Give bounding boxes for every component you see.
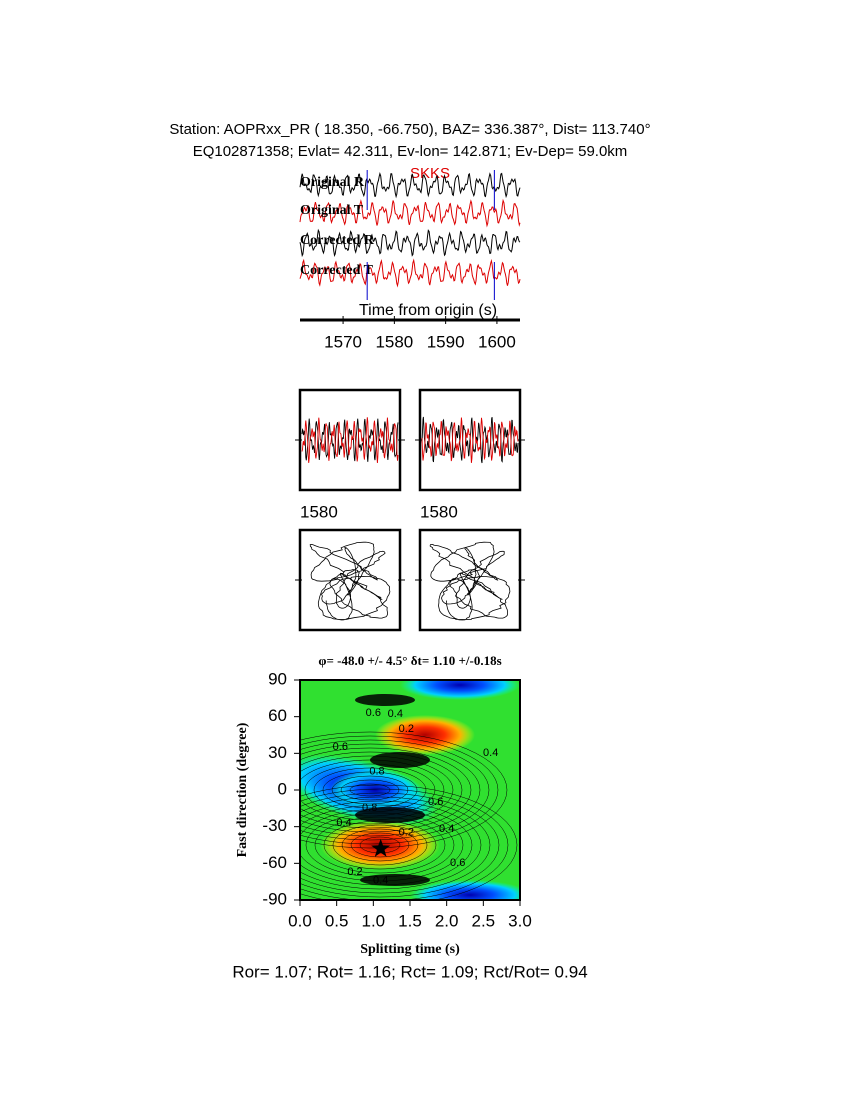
contour-field — [300, 680, 520, 900]
particle-motion — [429, 541, 511, 621]
y-axis-label: Fast direction (degree) — [235, 722, 250, 857]
contour-label: 0.6 — [428, 796, 443, 808]
x-tick-label: 1.5 — [398, 911, 422, 930]
contour-line — [300, 739, 490, 841]
contour-label: 0.4 — [336, 817, 351, 829]
contour-line — [300, 800, 482, 890]
contour-line — [340, 779, 400, 801]
x-axis-label: Splitting time (s) — [360, 942, 460, 957]
x-tick-label: 2.5 — [472, 911, 496, 930]
y-tick-label: 30 — [268, 743, 287, 762]
contour-line — [300, 792, 500, 898]
trace-label: Original R — [300, 175, 365, 190]
contour-line — [305, 812, 455, 878]
x-tick-label: 0.0 — [288, 911, 312, 930]
x-tick-label: 1570 — [324, 332, 362, 351]
x-tick-label: 0.5 — [325, 911, 349, 930]
contour-label: 0.4 — [439, 823, 454, 835]
x-tick-label: 1580 — [375, 332, 413, 351]
y-tick-label: 90 — [268, 669, 287, 688]
contour-label: 0.4 — [373, 874, 388, 886]
x-tick-label: 1600 — [478, 332, 516, 351]
best-fit-star — [371, 838, 391, 857]
contour-line — [300, 808, 464, 882]
particle-motion — [309, 541, 391, 621]
phase-label: SKKS — [410, 165, 450, 182]
x-tick-label: 1.0 — [362, 911, 386, 930]
contour-line — [300, 731, 508, 849]
waveform — [421, 417, 519, 463]
contour-line — [300, 751, 463, 829]
contour-label: 0.6 — [333, 741, 348, 753]
x-tick-label: 2.0 — [435, 911, 459, 930]
contour-label: 0.4 — [483, 747, 498, 759]
contour-label: 0.2 — [399, 723, 414, 735]
contour-label: 0.2 — [399, 827, 414, 839]
trace-label: Corrected T — [300, 263, 374, 278]
waveform — [299, 172, 521, 199]
contour-label: 0.6 — [450, 857, 465, 869]
result-title: φ= -48.0 +/- 4.5° δt= 1.10 +/-0.18s — [318, 653, 501, 668]
y-tick-label: -30 — [262, 816, 287, 835]
trace-label: Original T — [300, 203, 364, 218]
contour-line — [300, 788, 509, 900]
contour-line — [300, 735, 499, 845]
contour-line — [300, 784, 518, 900]
contour-label: 0.8 — [362, 802, 377, 814]
waveform — [299, 198, 521, 228]
panel-tick-label: 1580 — [300, 502, 338, 521]
x-tick-label: 1590 — [427, 332, 465, 351]
x-tick-label: 3.0 — [508, 911, 532, 930]
contour-line — [332, 824, 428, 866]
contour-line — [341, 828, 419, 862]
y-tick-label: -60 — [262, 853, 287, 872]
x-axis-label: Time from origin (s) — [359, 302, 497, 319]
contour-line — [350, 832, 410, 858]
waveform — [299, 258, 521, 288]
y-tick-label: 0 — [278, 779, 287, 798]
contour-line — [314, 816, 446, 874]
y-tick-label: -90 — [262, 889, 287, 908]
contour-line — [300, 759, 445, 821]
panel-tick-label: 1580 — [420, 502, 458, 521]
contour-label: 0.6 — [366, 707, 381, 719]
contour-label: 0.8 — [369, 766, 384, 778]
contour-label: 0.4 — [388, 708, 403, 720]
waveform — [301, 417, 399, 464]
footer: Ror= 1.07; Rot= 1.16; Rct= 1.09; Rct/Rot… — [232, 962, 587, 981]
contour-line — [300, 743, 481, 837]
contour-label: 0.2 — [347, 866, 362, 878]
trace-label: Corrected R — [300, 233, 375, 248]
contour-line — [313, 767, 427, 813]
contour-line — [300, 755, 454, 825]
event-line: EQ102871358; Evlat= 42.311, Ev-lon= 142.… — [193, 143, 628, 160]
contour-line — [300, 747, 472, 833]
waveform — [299, 228, 521, 258]
contour-line — [300, 804, 473, 886]
station-line: Station: AOPRxx_PR ( 18.350, -66.750), B… — [169, 121, 650, 138]
contour-line — [349, 783, 391, 797]
y-tick-label: 60 — [268, 706, 287, 725]
contour-line — [300, 796, 491, 894]
